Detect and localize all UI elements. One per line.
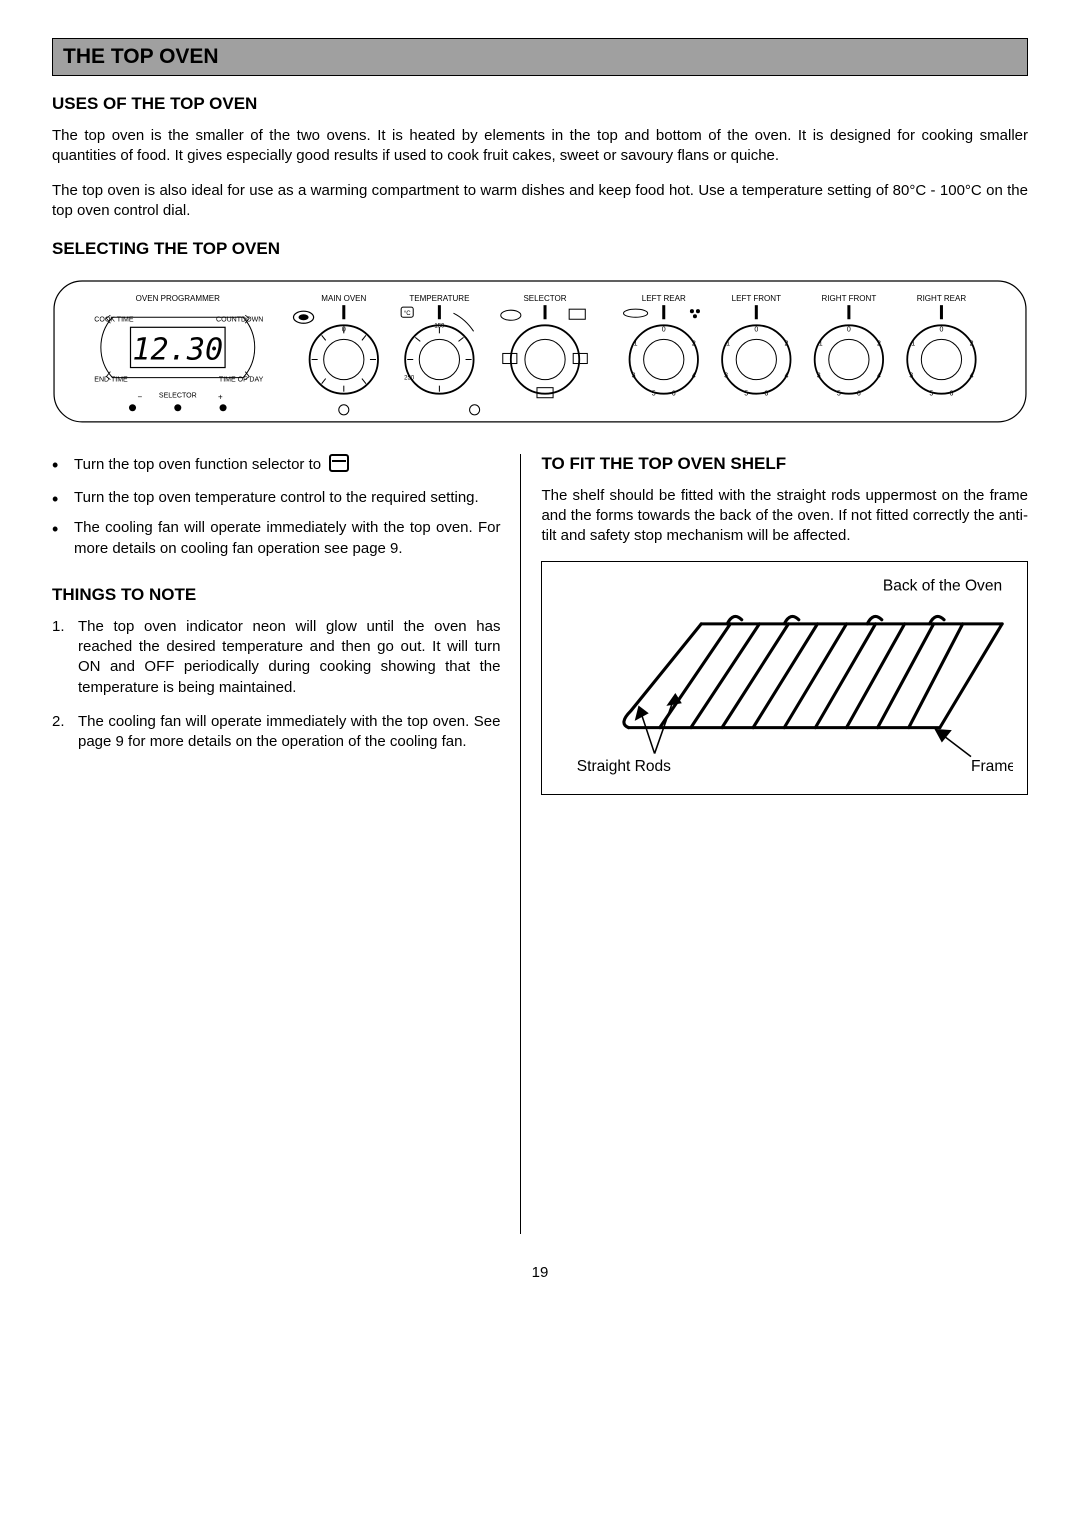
selecting-heading: SELECTING THE TOP OVEN [52, 239, 1028, 259]
svg-text:6: 6 [672, 391, 676, 398]
page-number: 19 [52, 1264, 1028, 1281]
svg-text:TEMPERATURE: TEMPERATURE [409, 294, 470, 303]
svg-text:5: 5 [652, 391, 656, 398]
bullet-3: • The cooling fan will operate immediate… [52, 518, 500, 559]
bullet-dot-icon: • [52, 518, 74, 538]
right-column: TO FIT THE TOP OVEN SHELF The shelf shou… [520, 454, 1028, 1234]
two-column-layout: • Turn the top oven function selector to… [52, 454, 1028, 1234]
svg-text:MAIN OVEN: MAIN OVEN [321, 294, 366, 303]
svg-text:TIME OF DAY: TIME OF DAY [219, 377, 264, 384]
svg-text:LEFT REAR: LEFT REAR [642, 294, 686, 303]
svg-text:LEFT FRONT: LEFT FRONT [732, 294, 781, 303]
svg-text:2: 2 [784, 340, 788, 347]
svg-text:Straight Rods: Straight Rods [577, 758, 671, 775]
bullet-1-text: Turn the top oven function selector to [74, 456, 321, 473]
svg-text:0: 0 [342, 326, 346, 333]
svg-text:Frame: Frame [971, 758, 1013, 775]
svg-text:+: + [218, 393, 223, 402]
svg-text:SELECTOR: SELECTOR [523, 294, 566, 303]
svg-text:1: 1 [634, 340, 638, 347]
svg-text:3: 3 [909, 373, 913, 380]
svg-text:4: 4 [784, 373, 788, 380]
svg-text:0: 0 [939, 326, 943, 333]
notes-heading: THINGS TO NOTE [52, 585, 500, 605]
svg-text:4: 4 [970, 373, 974, 380]
shelf-diagram: Back of the Oven [556, 572, 1013, 780]
svg-text:RIGHT FRONT: RIGHT FRONT [822, 294, 877, 303]
svg-text:2: 2 [877, 340, 881, 347]
svg-text:3: 3 [817, 373, 821, 380]
svg-text:1: 1 [726, 340, 730, 347]
note-1-num: 1. [52, 617, 78, 698]
svg-text:RIGHT REAR: RIGHT REAR [917, 294, 967, 303]
svg-text:0: 0 [847, 326, 851, 333]
section-banner: THE TOP OVEN [52, 38, 1028, 76]
svg-text:Back of the Oven: Back of the Oven [883, 577, 1002, 594]
bullet-dot-icon: • [52, 454, 74, 474]
svg-text:5: 5 [744, 391, 748, 398]
shelf-paragraph: The shelf should be fitted with the stra… [541, 486, 1028, 547]
note-1-text: The top oven indicator neon will glow un… [78, 617, 500, 698]
svg-text:2: 2 [970, 340, 974, 347]
top-oven-icon [329, 454, 349, 478]
svg-text:3: 3 [632, 373, 636, 380]
svg-text:5: 5 [929, 391, 933, 398]
note-1: 1. The top oven indicator neon will glow… [52, 617, 500, 698]
left-column: • Turn the top oven function selector to… [52, 454, 520, 1234]
svg-text:4: 4 [877, 373, 881, 380]
svg-text:5: 5 [837, 391, 841, 398]
svg-text:3: 3 [724, 373, 728, 380]
svg-text:0: 0 [662, 326, 666, 333]
note-2-text: The cooling fan will operate immediately… [78, 712, 500, 753]
shelf-heading: TO FIT THE TOP OVEN SHELF [541, 454, 1028, 474]
bullet-1: • Turn the top oven function selector to [52, 454, 500, 478]
svg-text:SELECTOR: SELECTOR [159, 393, 197, 400]
bullet-2: • Turn the top oven temperature control … [52, 488, 500, 508]
svg-text:END TIME: END TIME [94, 377, 128, 384]
svg-text:6: 6 [764, 391, 768, 398]
svg-text:1: 1 [819, 340, 823, 347]
uses-p1: The top oven is the smaller of the two o… [52, 126, 1028, 167]
svg-text:6: 6 [857, 391, 861, 398]
bullet-3-text: The cooling fan will operate immediately… [74, 518, 500, 559]
notes-list: 1. The top oven indicator neon will glow… [52, 617, 500, 753]
bullet-dot-icon: • [52, 488, 74, 508]
uses-p2: The top oven is also ideal for use as a … [52, 181, 1028, 222]
bullet-2-text: Turn the top oven temperature control to… [74, 488, 500, 508]
shelf-diagram-box: Back of the Oven [541, 561, 1028, 796]
svg-text:250: 250 [404, 376, 415, 382]
svg-text:°C: °C [404, 311, 411, 317]
svg-text:4: 4 [692, 373, 696, 380]
control-panel-diagram: OVEN PROGRAMMER COOK TIME COUNTDOWN 12.3… [52, 279, 1028, 425]
svg-text:1: 1 [911, 340, 915, 347]
selecting-bullets: • Turn the top oven function selector to… [52, 454, 500, 559]
banner-title: THE TOP OVEN [63, 45, 1017, 69]
svg-text:2: 2 [692, 340, 696, 347]
uses-heading: USES OF THE TOP OVEN [52, 94, 1028, 114]
svg-text:12.30: 12.30 [132, 332, 223, 367]
svg-text:0: 0 [754, 326, 758, 333]
svg-text:6: 6 [949, 391, 953, 398]
svg-text:−: − [138, 393, 143, 402]
svg-text:OVEN PROGRAMMER: OVEN PROGRAMMER [136, 294, 221, 303]
note-2-num: 2. [52, 712, 78, 753]
note-2: 2. The cooling fan will operate immediat… [52, 712, 500, 753]
